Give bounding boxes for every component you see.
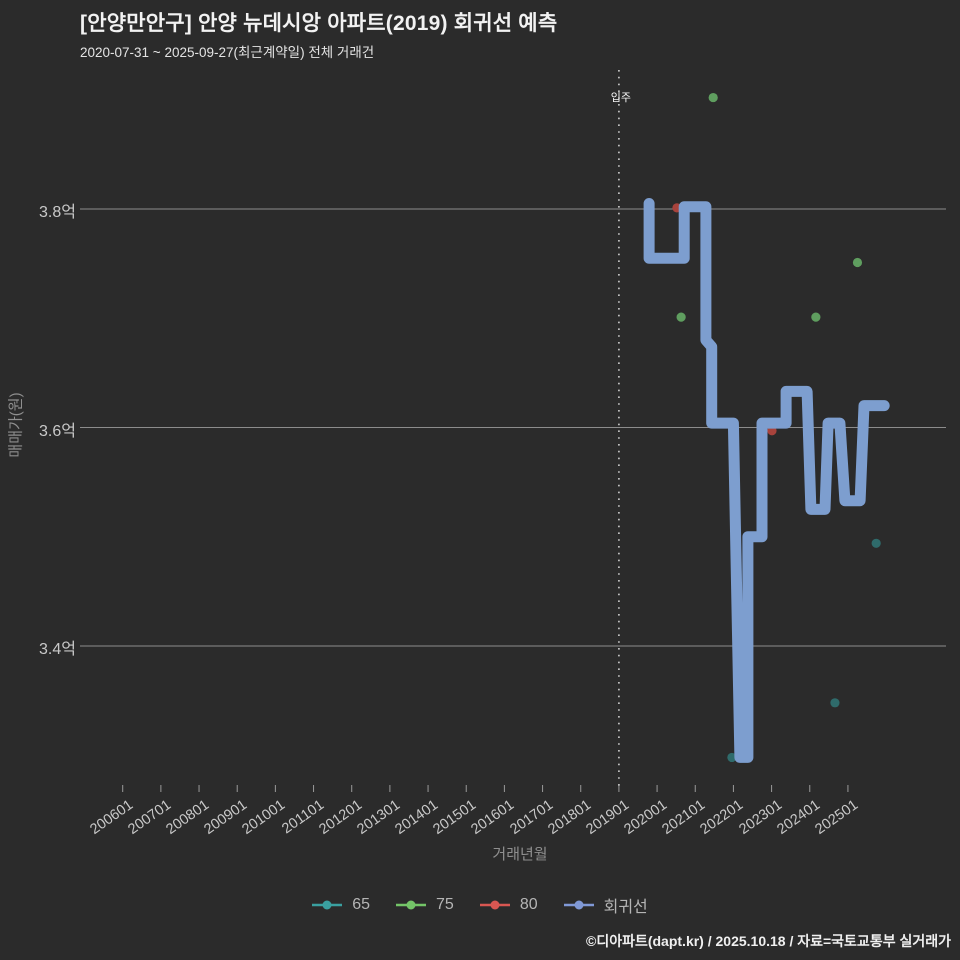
legend-marker-icon: [479, 900, 510, 910]
x-axis-title: 거래년월: [492, 846, 548, 863]
scatter-point-75: [676, 312, 686, 322]
legend-item-회귀선: 회귀선: [563, 893, 648, 917]
y-tick-label: 3.4억: [39, 641, 76, 658]
scatter-point-75: [708, 92, 718, 103]
page-title: [안양만안구] 안양 뉴데시앙 아파트(2019) 회귀선 예측: [80, 12, 558, 35]
move-in-annotation-label: 입주: [610, 92, 632, 104]
scatter-point-75: [852, 257, 863, 268]
legend-marker-icon: [312, 900, 343, 910]
legend-label: 75: [436, 896, 454, 913]
scatter-point-65: [830, 698, 840, 708]
y-axis-title: 매매가(원): [7, 392, 25, 458]
scatter-point-65: [727, 752, 737, 763]
legend-item-65: 65: [312, 896, 370, 914]
y-tick-label: 3.8억: [39, 204, 76, 221]
y-tick-label: 3.6억: [39, 422, 76, 440]
legend-item-75: 75: [396, 896, 454, 914]
regression-line: [643, 198, 890, 763]
legend-marker-icon: [396, 900, 427, 910]
footer-credit: ©디아파트(dapt.kr) / 2025.10.18 / 자료=국토교통부 실…: [586, 933, 951, 949]
scatter-point-75: [811, 312, 821, 322]
legend-label: 80: [519, 896, 538, 913]
chart-legend: 65 75 80 회귀선: [0, 893, 960, 917]
legend-item-80: 80: [479, 896, 538, 914]
page-subtitle: 2020-07-31 ~ 2025-09-27(최근계약일) 전체 거래건: [80, 45, 375, 60]
legend-label: 회귀선: [603, 899, 648, 916]
legend-marker-icon: [563, 900, 594, 910]
scatter-point-65: [871, 538, 881, 548]
legend-label: 65: [352, 896, 371, 913]
